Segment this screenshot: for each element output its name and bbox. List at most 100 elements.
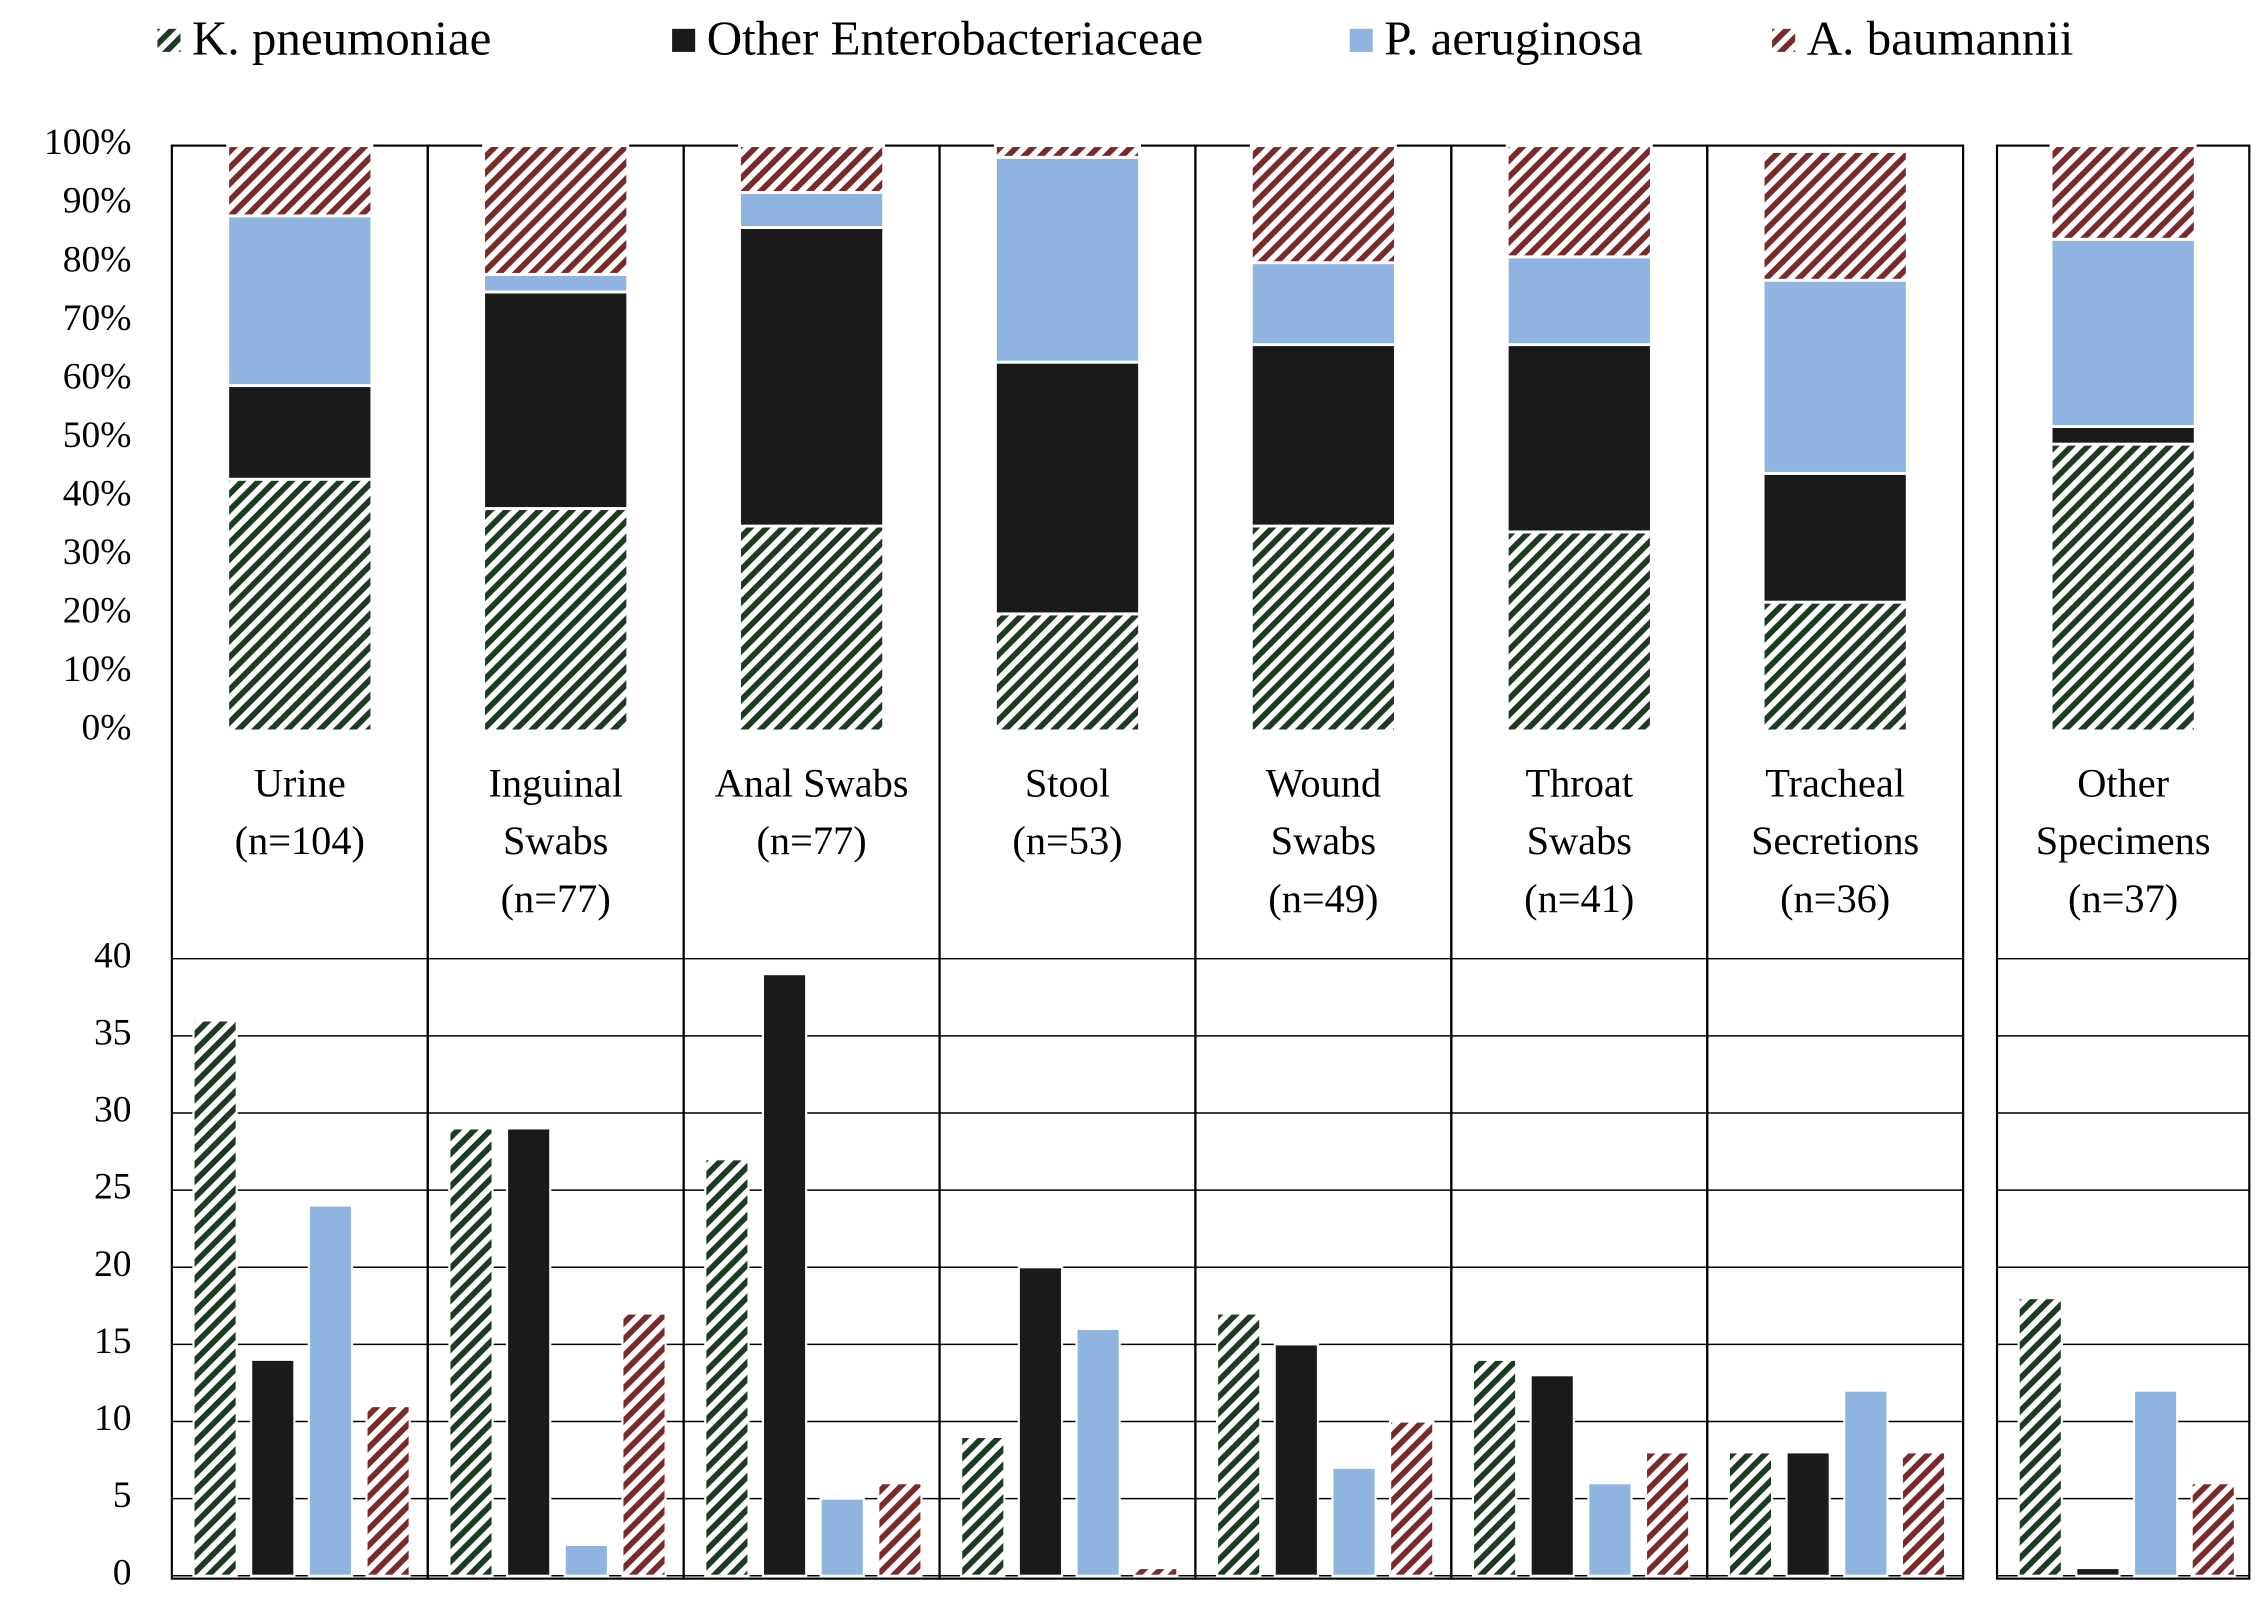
- category-label: (n=53): [1012, 818, 1122, 863]
- bar: [448, 1127, 494, 1577]
- category-label: Swabs: [503, 818, 608, 863]
- bar: [250, 1358, 296, 1577]
- category-label: (n=49): [1268, 876, 1378, 921]
- stacked-bar-segment: [1249, 524, 1397, 733]
- bar: [1133, 1566, 1179, 1577]
- bar: [960, 1435, 1006, 1577]
- category-label: (n=104): [235, 818, 365, 863]
- y-tick-label: 40%: [63, 473, 132, 514]
- legend-label: P. aeruginosa: [1384, 11, 1643, 66]
- y-tick-label: 90%: [63, 181, 132, 222]
- category-label: Swabs: [1271, 818, 1376, 863]
- y-tick-label: 10%: [63, 649, 132, 690]
- category-label: (n=77): [756, 818, 866, 863]
- bar: [365, 1404, 411, 1577]
- stacked-bar-segment: [1761, 150, 1909, 282]
- stacked-bar-segment: [993, 155, 1142, 364]
- y-tick-label: 20: [94, 1244, 131, 1285]
- bar: [761, 973, 808, 1577]
- legend-label: A. baumannii: [1807, 11, 2074, 66]
- y-tick-label: 25: [94, 1167, 131, 1208]
- stacked-bar-segment: [2049, 425, 2197, 446]
- bar: [1388, 1420, 1435, 1577]
- stacked-bar-segment: [1249, 144, 1397, 265]
- category-label: Anal Swabs: [715, 760, 909, 805]
- y-tick-label: 15: [94, 1321, 131, 1362]
- panel-border: [1706, 144, 1965, 1580]
- bar: [877, 1482, 923, 1577]
- bar: [505, 1127, 552, 1577]
- y-tick-label: 70%: [63, 298, 132, 339]
- bar: [621, 1312, 667, 1577]
- y-tick-label: 30%: [63, 532, 132, 573]
- stacked-bar-segment: [738, 226, 886, 528]
- stacked-bar-segment: [226, 214, 374, 388]
- bar: [2075, 1566, 2121, 1577]
- stacked-bar-segment: [1505, 144, 1653, 259]
- category-label: Wound: [1266, 760, 1382, 805]
- stacked-bar-segment: [993, 360, 1142, 616]
- legend-label: K. pneumoniae: [192, 11, 491, 66]
- stacked-bar-segment: [482, 272, 630, 294]
- stacked-bar-segment: [738, 190, 886, 229]
- stacked-bar-segment: [1249, 343, 1397, 528]
- category-label: Urine: [254, 760, 346, 805]
- category-label: Secretions: [1751, 818, 1919, 863]
- legend-swatch: [1772, 28, 1796, 52]
- category-label: Throat: [1525, 760, 1633, 805]
- bar: [819, 1497, 865, 1577]
- stacked-bar-segment: [1249, 261, 1397, 347]
- y-tick-label: 10: [94, 1398, 131, 1439]
- stacked-bar-segment: [1761, 471, 1909, 604]
- stacked-bar-segment: [993, 612, 1142, 733]
- stacked-bar-segment: [2049, 442, 2197, 733]
- stacked-bar-segment: [226, 144, 374, 218]
- legend-swatch: [672, 28, 696, 52]
- bar: [2017, 1297, 2063, 1577]
- bar: [1471, 1358, 1518, 1577]
- bar: [1727, 1451, 1774, 1577]
- y-tick-label: 20%: [63, 590, 132, 631]
- category-label: Other: [2077, 760, 2169, 805]
- stacked-bar-segment: [2049, 237, 2197, 429]
- bar: [1331, 1466, 1377, 1577]
- stacked-bar-segment: [482, 290, 630, 510]
- stacked-bar-segment: [482, 507, 630, 733]
- y-tick-label: 60%: [63, 356, 132, 397]
- y-tick-label: 0: [113, 1552, 132, 1593]
- legend-swatch: [157, 28, 181, 52]
- legend-swatch: [1349, 28, 1373, 52]
- stacked-bar-segment: [738, 524, 886, 733]
- category-label: Inguinal: [488, 760, 623, 805]
- bar: [1529, 1374, 1575, 1577]
- y-tick-label: 5: [113, 1475, 132, 1516]
- stacked-bar-segment: [1761, 278, 1909, 475]
- y-tick-label: 35: [94, 1012, 131, 1053]
- bar: [1900, 1451, 1947, 1577]
- stacked-bar-segment: [482, 144, 630, 276]
- stacked-bar-segment: [226, 384, 374, 481]
- bar: [2190, 1482, 2236, 1577]
- category-label: Specimens: [2036, 818, 2211, 863]
- bar: [1017, 1266, 1064, 1577]
- bar: [1075, 1327, 1121, 1577]
- bar: [563, 1543, 610, 1577]
- category-label: (n=77): [501, 876, 611, 921]
- stacked-bar-segment: [993, 144, 1142, 159]
- category-label: Swabs: [1527, 818, 1632, 863]
- y-tick-label: 0%: [82, 708, 132, 749]
- stacked-bar-segment: [1761, 600, 1909, 733]
- stacked-bar-segment: [2049, 144, 2197, 241]
- bar: [192, 1019, 238, 1577]
- bar: [1644, 1451, 1691, 1577]
- bar: [1843, 1389, 1889, 1577]
- category-label: Tracheal: [1765, 760, 1905, 805]
- bar: [1785, 1451, 1831, 1577]
- y-tick-label: 80%: [63, 239, 132, 280]
- category-label: Stool: [1025, 760, 1110, 805]
- y-tick-label: 100%: [44, 122, 131, 163]
- bar: [307, 1204, 354, 1577]
- category-label: (n=37): [2068, 876, 2178, 921]
- y-tick-label: 50%: [63, 415, 132, 456]
- stacked-bar-segment: [226, 477, 374, 733]
